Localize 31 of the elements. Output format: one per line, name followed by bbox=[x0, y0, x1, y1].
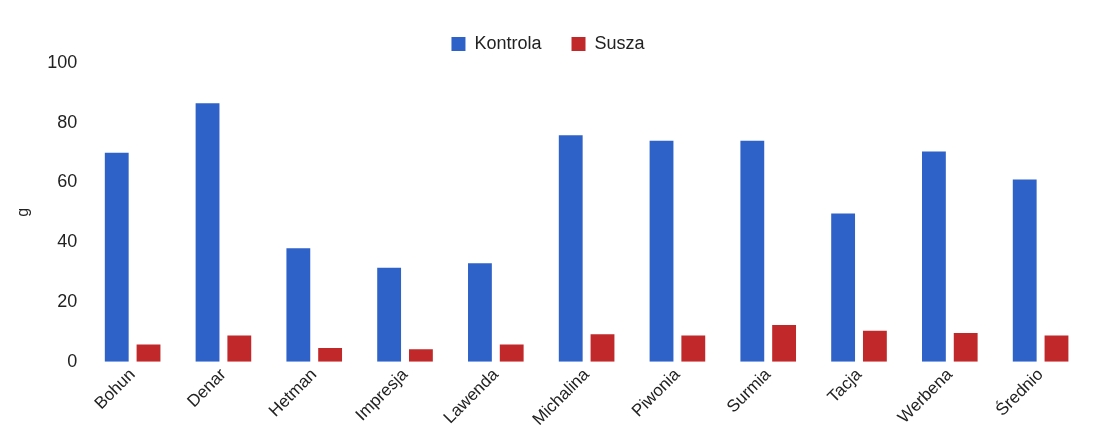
bar bbox=[136, 344, 161, 362]
y-tick-label: 100 bbox=[47, 51, 78, 72]
bar bbox=[772, 325, 797, 362]
legend-label: Susza bbox=[594, 32, 646, 53]
bar bbox=[681, 335, 706, 362]
bar bbox=[1044, 335, 1069, 362]
bar bbox=[318, 348, 343, 362]
bar bbox=[953, 333, 978, 362]
bar bbox=[831, 213, 856, 362]
y-tick-label: 60 bbox=[57, 171, 78, 192]
bar bbox=[740, 140, 765, 362]
bar bbox=[227, 335, 252, 362]
bar bbox=[862, 330, 887, 362]
bar bbox=[195, 103, 220, 362]
y-tick-label: 20 bbox=[57, 291, 78, 312]
bar bbox=[408, 349, 433, 362]
bar bbox=[286, 248, 311, 362]
bar bbox=[590, 334, 615, 362]
bar bbox=[558, 135, 583, 362]
bar bbox=[377, 267, 402, 362]
bar bbox=[104, 152, 129, 362]
y-tick-label: 40 bbox=[57, 231, 78, 252]
y-tick-label: 80 bbox=[57, 111, 78, 132]
bar bbox=[922, 151, 946, 362]
bar bbox=[1012, 179, 1037, 362]
bar bbox=[499, 344, 524, 362]
legend-label: Kontrola bbox=[474, 32, 543, 53]
bar bbox=[468, 263, 492, 362]
bar bbox=[649, 140, 674, 362]
y-tick-label: 0 bbox=[67, 350, 78, 371]
y-axis-title: g bbox=[14, 207, 32, 217]
